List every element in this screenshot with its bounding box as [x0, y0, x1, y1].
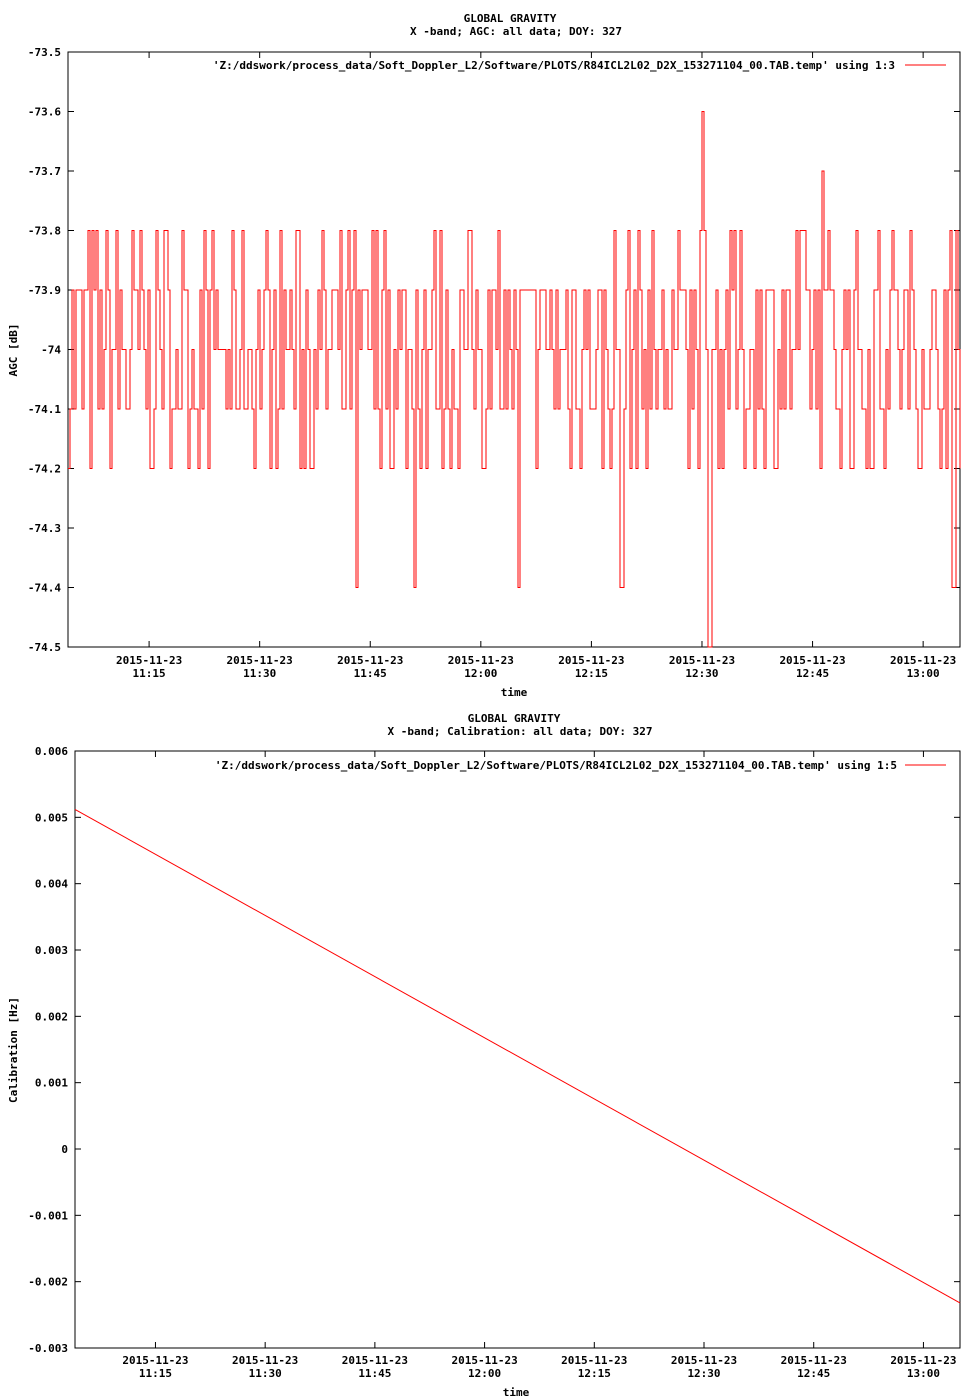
- chart2-xtick-date: 2015-11-23: [671, 1354, 737, 1367]
- chart1-xtick-time: 12:00: [464, 667, 497, 680]
- chart1-title: GLOBAL GRAVITY: [464, 12, 557, 25]
- chart1-xtick-date: 2015-11-23: [448, 654, 514, 667]
- chart2-ytick-label: 0.002: [35, 1010, 68, 1023]
- chart2-legend-label: 'Z:/ddswork/process_data/Soft_Doppler_L2…: [215, 759, 897, 772]
- chart1-xtick-date: 2015-11-23: [669, 654, 735, 667]
- chart1-ytick-label: -74.1: [28, 403, 61, 416]
- chart1-xtick-time: 11:30: [243, 667, 276, 680]
- chart1-ytick-label: -74: [41, 344, 61, 357]
- chart2-xtick-time: 12:30: [687, 1367, 720, 1380]
- chart1-xtick-date: 2015-11-23: [890, 654, 956, 667]
- chart2-xtick-date: 2015-11-23: [561, 1354, 627, 1367]
- chart2-xtick-date: 2015-11-23: [781, 1354, 847, 1367]
- chart2-xtick-date: 2015-11-23: [232, 1354, 298, 1367]
- chart2-xtick-date: 2015-11-23: [890, 1354, 956, 1367]
- chart1-xtick-time: 12:30: [685, 667, 718, 680]
- chart1-ylabel: AGC [dB]: [7, 324, 20, 377]
- chart2-xtick-time: 11:45: [358, 1367, 391, 1380]
- chart1-xtick-date: 2015-11-23: [227, 654, 293, 667]
- chart1-xtick-time: 11:45: [354, 667, 387, 680]
- chart2-subtitle: X -band; Calibration: all data; DOY: 327: [388, 725, 653, 738]
- chart1-xtick-time: 12:45: [796, 667, 829, 680]
- chart1-xtick-date: 2015-11-23: [337, 654, 403, 667]
- chart1-xtick-time: 12:15: [575, 667, 608, 680]
- chart1-ytick-label: -74.2: [28, 463, 61, 476]
- chart1-subtitle: X -band; AGC: all data; DOY: 327: [410, 25, 622, 38]
- chart1-ytick-label: -73.6: [28, 106, 61, 119]
- chart2-xlabel: time: [503, 1386, 530, 1399]
- chart2-xtick-date: 2015-11-23: [122, 1354, 188, 1367]
- chart1-series-line: [68, 111, 961, 648]
- chart2-xtick-date: 2015-11-23: [342, 1354, 408, 1367]
- chart2-plot-frame: [74, 750, 961, 1349]
- chart1-xtick-date: 2015-11-23: [116, 654, 182, 667]
- chart2-xtick-date: 2015-11-23: [451, 1354, 517, 1367]
- chart1-ytick-label: -74.3: [28, 522, 61, 535]
- chart2-ylabel: Calibration [Hz]: [7, 997, 20, 1103]
- chart2-xtick-time: 12:15: [578, 1367, 611, 1380]
- calibration-chart: GLOBAL GRAVITY X -band; Calibration: all…: [7, 712, 961, 1399]
- chart2-xtick-time: 11:30: [249, 1367, 282, 1380]
- chart1-xtick-time: 13:00: [907, 667, 940, 680]
- chart1-xtick-date: 2015-11-23: [779, 654, 845, 667]
- chart2-ytick-label: 0.005: [35, 811, 68, 824]
- chart2-xtick-time: 12:00: [468, 1367, 501, 1380]
- chart1-xtick-time: 11:15: [133, 667, 166, 680]
- chart2-ytick-label: -0.002: [28, 1276, 68, 1289]
- chart2-title: GLOBAL GRAVITY: [468, 712, 561, 725]
- chart1-legend-label: 'Z:/ddswork/process_data/Soft_Doppler_L2…: [213, 59, 895, 72]
- chart2-ytick-label: 0.003: [35, 944, 68, 957]
- chart2-xtick-time: 12:45: [797, 1367, 830, 1380]
- chart2-ytick-label: 0: [61, 1143, 68, 1156]
- chart2-series-line: [74, 808, 961, 1304]
- chart2-xtick-time: 13:00: [907, 1367, 940, 1380]
- chart2-ytick-label: 0.001: [35, 1077, 68, 1090]
- chart1-ytick-label: -74.5: [28, 641, 61, 654]
- chart1-ytick-label: -74.4: [28, 582, 61, 595]
- chart1-ytick-label: -73.5: [28, 46, 61, 59]
- chart2-ytick-label: 0.004: [35, 878, 68, 891]
- chart2-xtick-time: 11:15: [139, 1367, 172, 1380]
- agc-chart: GLOBAL GRAVITY X -band; AGC: all data; D…: [7, 12, 961, 699]
- chart1-ytick-label: -73.7: [28, 165, 61, 178]
- chart1-xlabel: time: [501, 686, 528, 699]
- chart1-xtick-date: 2015-11-23: [558, 654, 624, 667]
- chart2-ytick-label: -0.003: [28, 1342, 68, 1355]
- chart1-ytick-label: -73.9: [28, 284, 61, 297]
- chart1-ytick-label: -73.8: [28, 225, 61, 238]
- chart2-ytick-label: -0.001: [28, 1209, 68, 1222]
- chart2-ytick-label: 0.006: [35, 745, 68, 758]
